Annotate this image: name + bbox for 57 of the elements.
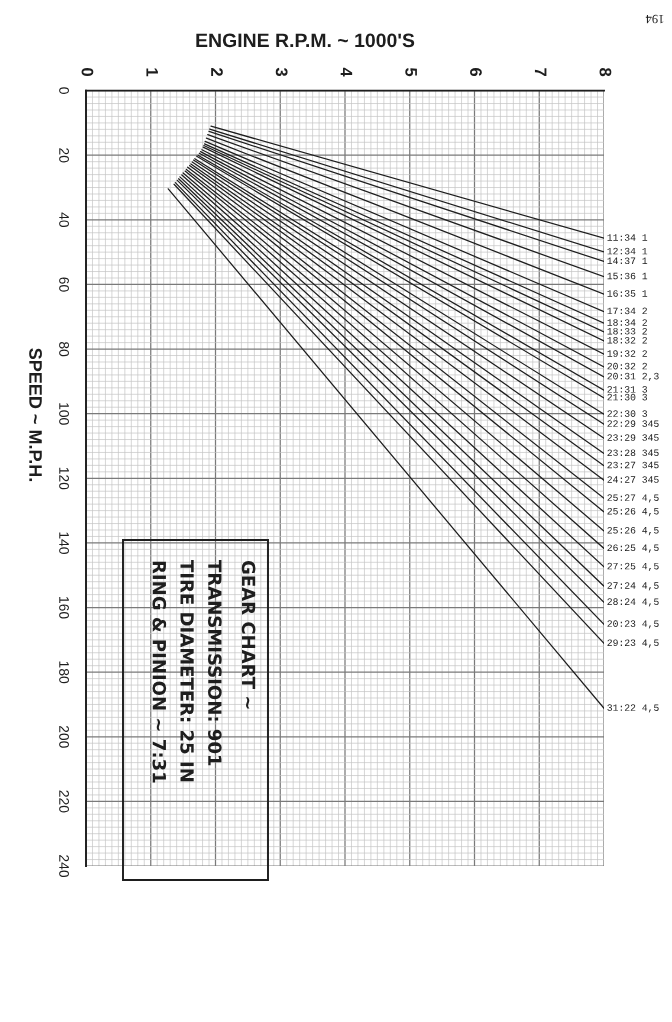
x-tick-label: 4 [340,67,353,77]
y-tick-label: 40 [59,212,69,228]
y-tick-label: 240 [59,855,69,878]
series-label: 31:22 4,5 [607,704,659,713]
series-label: 22:29 345 [607,420,659,427]
y-tick-label: 100 [59,403,69,425]
series-label: 27:24 4,5 [607,582,659,591]
y-tick-label: 120 [59,467,69,490]
x-tick-label: 2 [211,68,223,77]
y-tick-label: 220 [59,790,69,813]
series-label: 20:23 4,5 [607,620,659,629]
series-label: 19:32 2 [607,350,647,357]
x-tick-label: 3 [275,67,288,77]
series-label: 25:27 4,5 [607,494,659,503]
series-label: 15:36 1 [607,272,648,280]
series-label: 24:27 345 [607,476,659,483]
series-label: 22:30 3 [607,410,647,417]
text: GEAR CHART ~ [241,560,256,709]
x-tick-label: 8 [599,67,612,77]
series-label: 21:30 3 [607,393,647,401]
y-tick-label: 180 [59,661,69,684]
series-label: 18:33 2 [607,327,647,335]
y-tick-label: 60 [59,277,69,292]
series-label: 18:32 2 [607,337,647,344]
y-tick-label: 20 [59,148,69,163]
series-label: 23:28 345 [607,449,659,457]
y-tick-label: 80 [59,341,69,357]
series-label: 20:32 2 [607,362,647,370]
series-label: 25:26 4,5 [607,526,659,536]
series-label: 20:31 2,3 [607,372,659,382]
x-tick-label: 5 [405,67,417,77]
x-tick-label: 6 [470,68,482,77]
series-label: 16:35 1 [607,290,648,297]
x-axis-title: ENGINE R.P.M. ~ 1000'S [196,33,415,48]
y-tick-label: 140 [59,532,69,554]
series-label: 27:25 4,5 [607,562,659,572]
x-tick-label: 1 [146,68,158,77]
series-label: 25:26 4,5 [607,507,659,517]
series-label: 12:34 1 [607,247,648,255]
y-tick-label: 0 [59,87,69,94]
series-label: 14:37 1 [607,257,648,265]
y-tick-label: 160 [59,597,69,619]
series-label: 18:34 2 [607,319,647,326]
series-label: 28:24 4,5 [607,598,659,607]
text: TRANSMISSION: 901 TIRE DIAMETER: 25 IN RING & PINION ~ 7:31 [152,560,222,783]
series-label: 26:25 4,5 [607,544,659,553]
y-tick-label: 200 [59,725,69,748]
x-tick-label: 7 [534,68,547,76]
text: 194 [645,14,664,24]
x-tick-label: 0 [81,68,94,77]
series-label: 23:27 345 [607,461,659,469]
series-label: 11:34 1 [607,234,648,241]
series-label: 17:34 2 [607,307,647,315]
series-label: 29:23 4,5 [607,639,659,648]
series-label: 21:31 3 [607,386,647,393]
y-axis-title: SPEED ~ M.P.H. [29,348,42,482]
series-label: 23:29 345 [607,434,659,441]
